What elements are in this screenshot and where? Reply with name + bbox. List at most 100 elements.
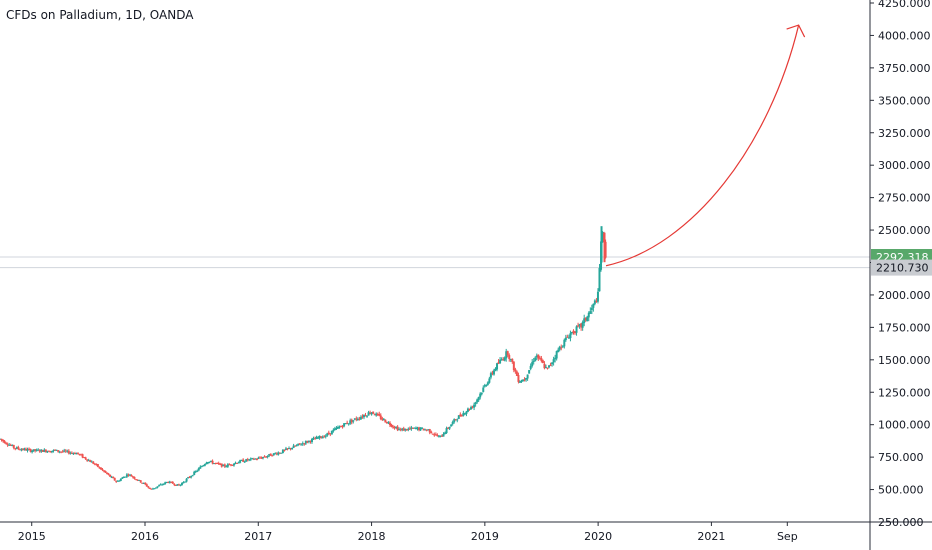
candle-body xyxy=(219,463,222,465)
x-tick-label: 2021 xyxy=(697,530,725,543)
candle-body xyxy=(197,468,200,471)
candle-body xyxy=(528,370,531,374)
candle-body xyxy=(86,459,89,461)
candle-body xyxy=(592,303,595,308)
candle-body xyxy=(232,463,235,466)
candle-body xyxy=(222,464,225,467)
candle-body xyxy=(574,332,577,334)
candle-body xyxy=(20,449,23,451)
candle-body xyxy=(358,418,361,420)
candle-body xyxy=(81,454,84,458)
candle-body xyxy=(87,460,90,462)
candle-body xyxy=(505,351,508,359)
candle-body xyxy=(462,412,465,416)
candle-body xyxy=(11,445,14,447)
candle-body xyxy=(274,453,277,455)
candle-body xyxy=(388,422,391,425)
candle-body xyxy=(395,427,398,429)
candle-body xyxy=(231,464,234,466)
candle-body xyxy=(367,412,370,416)
candle-body xyxy=(491,372,494,374)
candle-body xyxy=(590,307,593,310)
candle-body xyxy=(73,453,76,455)
candle-body xyxy=(9,444,12,446)
candle-body xyxy=(228,464,231,466)
x-tick-label: 2018 xyxy=(358,530,386,543)
candle-body xyxy=(246,459,249,461)
candle-body xyxy=(523,379,526,381)
candle-body xyxy=(306,441,309,443)
candle-body xyxy=(167,482,170,484)
candle-body xyxy=(135,479,138,481)
candle-body xyxy=(474,402,477,405)
candle-body xyxy=(6,444,9,446)
candle-body xyxy=(234,462,237,464)
candle-body xyxy=(477,397,480,401)
candle-body xyxy=(12,444,15,448)
candle-body xyxy=(427,429,430,431)
candle-body xyxy=(497,362,500,364)
candle-body xyxy=(84,457,87,460)
candle-body xyxy=(95,463,98,465)
candle-body xyxy=(200,466,203,468)
candle-body xyxy=(500,359,503,361)
y-tick-label: 1750.000 xyxy=(878,321,931,334)
candle-body xyxy=(54,449,57,451)
candle-body xyxy=(144,482,147,485)
candle-body xyxy=(541,360,544,364)
y-tick-label: 500.000 xyxy=(878,484,924,497)
candle-body xyxy=(283,449,286,451)
candle-body xyxy=(151,488,154,490)
candle-body xyxy=(595,301,598,303)
candle-body xyxy=(399,429,402,431)
candle-body xyxy=(310,438,313,443)
candle-body xyxy=(194,471,197,473)
candle-body xyxy=(529,365,532,370)
candle-body xyxy=(419,427,422,431)
candle-body xyxy=(112,476,115,479)
candle-body xyxy=(277,452,280,455)
candle-body xyxy=(190,475,193,478)
candle-body xyxy=(506,351,509,356)
candle-body xyxy=(60,451,63,453)
candle-body xyxy=(463,413,466,415)
candle-body xyxy=(303,443,306,445)
candle-body xyxy=(352,420,355,422)
candle-body xyxy=(185,478,188,482)
candle-body xyxy=(210,460,213,462)
candle-body xyxy=(266,455,269,457)
candle-body xyxy=(548,365,551,368)
candle-body xyxy=(496,363,499,370)
candle-body xyxy=(344,423,347,425)
candle-body xyxy=(96,464,99,467)
candle-body xyxy=(372,411,375,414)
x-tick-label: 2017 xyxy=(244,530,272,543)
candle-body xyxy=(544,367,547,369)
candle-body xyxy=(281,449,284,454)
reference-price-tag-bg xyxy=(871,259,932,276)
candle-body xyxy=(414,428,417,430)
candle-body xyxy=(187,477,190,479)
y-tick-label: 250.000 xyxy=(878,516,924,529)
candle-body xyxy=(297,443,300,445)
candle-body xyxy=(563,339,566,347)
candle-body xyxy=(526,374,529,379)
candle-body xyxy=(113,477,116,481)
candle-body xyxy=(320,436,323,438)
y-tick-label: 750.000 xyxy=(878,451,924,464)
candle-body xyxy=(468,408,471,410)
candle-body xyxy=(251,458,254,460)
candle-body xyxy=(130,475,133,477)
candle-body xyxy=(444,432,447,434)
candle-body xyxy=(340,426,343,428)
candle-body xyxy=(557,349,560,353)
candle-body xyxy=(242,459,245,462)
candle-body xyxy=(421,427,424,429)
projection-curve xyxy=(605,24,800,267)
candle-body xyxy=(69,452,72,454)
candle-body xyxy=(567,337,570,339)
candle-body xyxy=(439,435,442,437)
candle-body xyxy=(119,478,122,481)
candle-body xyxy=(480,392,483,395)
